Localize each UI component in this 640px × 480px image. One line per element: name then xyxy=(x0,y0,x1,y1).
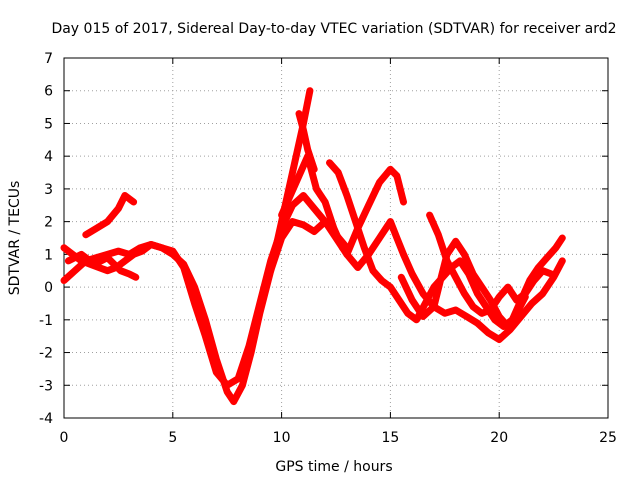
series-satellite-track-11 xyxy=(295,110,318,173)
series-satellite-track-6 xyxy=(326,159,566,330)
axis-ticks xyxy=(63,57,609,419)
plot-frame xyxy=(63,57,609,419)
y-tick-label: 0 xyxy=(44,280,53,296)
x-tick-labels: 0 5 10 15 20 25 xyxy=(60,430,617,446)
x-tick-label: 20 xyxy=(490,430,508,446)
y-tick-label: 6 xyxy=(44,84,53,100)
chart-title: Day 015 of 2017, Sidereal Day-to-day VTE… xyxy=(51,21,616,37)
y-tick-label: -2 xyxy=(39,346,53,362)
y-tick-label: 1 xyxy=(44,247,53,263)
x-tick-label: 0 xyxy=(60,430,69,446)
series-satellite-track-8 xyxy=(397,237,529,330)
y-tick-label: 7 xyxy=(44,51,53,67)
y-axis-label: SDTVAR / TECUs xyxy=(7,181,23,296)
series-satellite-track-10 xyxy=(278,152,346,252)
series-satellite-track-7 xyxy=(343,165,407,258)
series-satellite-track-3 xyxy=(82,192,138,239)
y-tick-label: 2 xyxy=(44,215,53,231)
y-tick-label: -1 xyxy=(39,313,53,329)
series-satellite-track-5 xyxy=(267,218,566,343)
x-tick-label: 5 xyxy=(168,430,177,446)
x-tick-label: 15 xyxy=(381,430,399,446)
x-tick-label: 25 xyxy=(599,430,617,446)
x-tick-label: 10 xyxy=(273,430,291,446)
series-satellite-track-2 xyxy=(60,192,351,389)
y-tick-label: -4 xyxy=(39,411,53,427)
series-satellite-track-4 xyxy=(64,250,140,281)
y-tick-label: -3 xyxy=(39,378,53,394)
data-series xyxy=(60,87,566,406)
y-tick-label: 4 xyxy=(44,149,53,165)
y-tick-label: 5 xyxy=(44,116,53,132)
x-axis-label: GPS time / hours xyxy=(275,459,392,475)
grid-lines xyxy=(64,58,608,418)
y-tick-label: 3 xyxy=(44,182,53,198)
series-satellite-track-9 xyxy=(426,211,555,317)
y-tick-labels: -4 -3 -2 -1 0 1 2 3 4 5 6 7 xyxy=(39,51,53,427)
